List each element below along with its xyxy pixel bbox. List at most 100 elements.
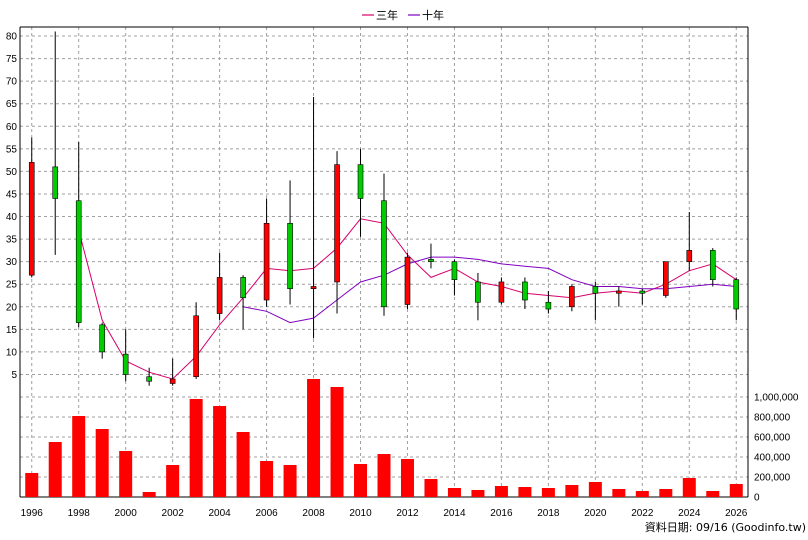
candle-body: [99, 324, 105, 353]
candle-body: [709, 250, 716, 280]
candle-body: [52, 166, 59, 199]
price-tick-label: 5: [11, 370, 17, 381]
candle-body: [287, 222, 293, 290]
volume-bar: [706, 491, 720, 497]
candle-body: [498, 281, 505, 303]
price-tick-label: 10: [6, 347, 18, 358]
candle-body: [428, 259, 434, 262]
price-tick-label: 20: [6, 302, 18, 313]
x-tick-label: 2026: [725, 508, 748, 519]
candle-body: [545, 301, 552, 310]
price-tick-label: 65: [6, 99, 18, 110]
volume-bar: [729, 484, 743, 497]
price-tick-label: 55: [6, 144, 18, 155]
x-tick-label: 2020: [584, 508, 607, 519]
price-tick-label: 60: [6, 122, 18, 133]
volume-bar: [400, 459, 414, 497]
x-tick-label: 2014: [443, 508, 466, 519]
volume-axis-ticks: 0 200,000 400,000 600,000 800,000 1,000,000: [754, 393, 799, 504]
volume-bar: [588, 482, 602, 497]
candle-body: [451, 261, 458, 280]
volume-bar: [119, 451, 133, 497]
price-tick-label: 80: [6, 32, 18, 43]
x-tick-label: 2006: [255, 508, 278, 519]
candle-body: [28, 162, 35, 276]
moving-average-line: [243, 256, 737, 324]
volume-bar: [283, 465, 297, 497]
candle-body: [381, 200, 387, 308]
volume-bar: [48, 442, 62, 497]
legend-label-3yr: 三年: [376, 8, 398, 22]
volume-bar: [330, 387, 344, 497]
price-axis-ticks: 5 10 15 20 25 30 35 40 45 50 55 60 65 70 75 80: [6, 32, 18, 381]
x-tick-label: 2016: [490, 508, 513, 519]
volume-bars: [25, 379, 743, 497]
volume-bar: [447, 488, 461, 497]
candle-body: [310, 286, 317, 290]
candle-body: [616, 290, 622, 294]
candle-body: [334, 164, 340, 283]
candle-body: [569, 286, 575, 308]
price-tick-label: 35: [6, 235, 18, 246]
volume-bar: [25, 473, 39, 497]
x-tick-label: 1996: [21, 508, 44, 519]
volume-bar: [565, 485, 579, 497]
volume-bar: [260, 461, 274, 497]
volume-tick-label: 400,000: [754, 453, 791, 464]
candle-body: [404, 256, 411, 305]
price-tick-label: 30: [6, 257, 18, 268]
candle-body: [122, 353, 129, 375]
x-tick-label: 2022: [631, 508, 654, 519]
volume-bar: [612, 489, 626, 497]
x-tick-label: 2002: [162, 508, 185, 519]
candlesticks: [28, 31, 740, 386]
candle-body: [663, 261, 669, 296]
volume-bar: [142, 492, 156, 497]
volume-tick-label: 0: [754, 493, 760, 504]
candle-body: [592, 286, 599, 294]
volume-bar: [659, 489, 673, 497]
x-tick-label: 2024: [678, 508, 701, 519]
candle-body: [193, 315, 199, 378]
volume-bar: [377, 454, 391, 497]
price-tick-label: 15: [6, 325, 18, 336]
price-tick-label: 50: [6, 167, 18, 178]
axes: [19, 26, 749, 498]
volume-bar: [189, 399, 203, 497]
legend-label-10yr: 十年: [422, 8, 444, 22]
x-tick-label: 2008: [302, 508, 325, 519]
candle-body: [146, 376, 152, 382]
candle-body: [216, 277, 223, 314]
volume-bar: [72, 416, 86, 497]
volume-bar: [95, 429, 109, 497]
source-label: 資料日期: 09/16 (Goodinfo.tw): [645, 520, 806, 534]
volume-bar: [682, 478, 696, 497]
candle-body: [522, 281, 528, 301]
volume-bar: [635, 491, 649, 497]
volume-tick-label: 800,000: [754, 413, 791, 424]
x-tick-label: 2004: [208, 508, 231, 519]
volume-bar: [213, 406, 227, 497]
candle-body: [475, 281, 481, 303]
x-tick-label: 2010: [349, 508, 372, 519]
candle-body: [240, 277, 246, 299]
candle-body: [263, 222, 270, 301]
volume-bar: [166, 465, 180, 497]
x-tick-label: 2018: [537, 508, 560, 519]
price-tick-label: 40: [6, 212, 18, 223]
volume-tick-label: 1,000,000: [754, 393, 799, 404]
price-tick-label: 25: [6, 280, 18, 291]
volume-bar: [354, 464, 368, 497]
x-axis-ticks: 1996 1998 2000 2002 2004 2006 2008 2010 2012 2014…: [21, 508, 748, 519]
volume-bar: [307, 379, 321, 497]
candle-body: [357, 164, 364, 199]
volume-bar: [236, 432, 250, 497]
candle-body: [169, 378, 176, 384]
volume-bar: [471, 490, 485, 497]
volume-bar: [424, 479, 438, 497]
candle-body: [686, 250, 693, 262]
volume-bar: [518, 487, 532, 497]
candle-body: [639, 290, 646, 294]
price-tick-label: 45: [6, 189, 18, 200]
